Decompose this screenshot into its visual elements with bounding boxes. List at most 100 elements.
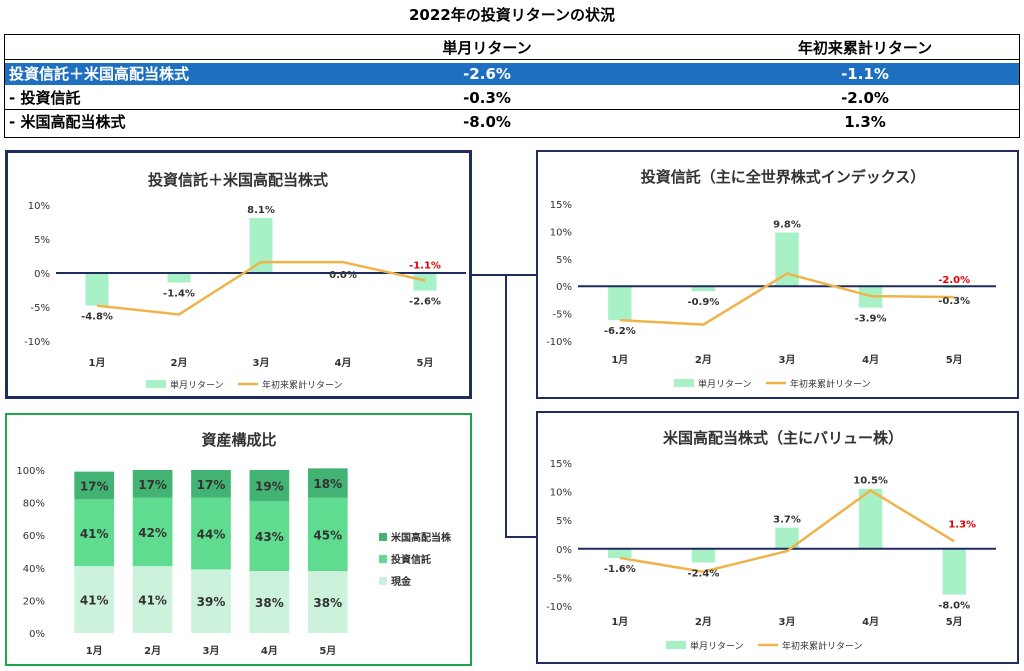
segment-label: 17% xyxy=(197,478,226,492)
y-tick-label: 0% xyxy=(29,629,45,640)
summary-row-stock: - 米国高配当株式 -8.0% 1.3% xyxy=(5,111,1019,133)
bar-monthly-return xyxy=(85,273,109,306)
bar-monthly-return xyxy=(775,232,799,287)
legend-bar-label: 単月リターン xyxy=(170,379,224,391)
x-tick-label: 4月 xyxy=(335,357,352,369)
chart-title: 投資信託（主に全世界株式インデックス） xyxy=(641,168,926,186)
x-tick-label: 2月 xyxy=(144,645,161,657)
connector-paths xyxy=(472,274,537,538)
y-tick-label: 100% xyxy=(16,466,45,477)
chart-allocation: 資産構成比 0% 20% 40% 60% 80% 100% 41% 41% 17% 1月 41% 42%… xyxy=(5,413,472,666)
row-monthly: -2.6% xyxy=(463,65,511,83)
chart-title: 投資信託＋米国高配当株式 xyxy=(148,171,328,189)
bar-data-label: -1.4% xyxy=(163,289,195,300)
x-tick-label: 2月 xyxy=(171,357,188,369)
segment-label: 38% xyxy=(255,596,284,610)
bar-data-label: -3.9% xyxy=(855,314,887,325)
x-tick-label: 3月 xyxy=(253,357,270,369)
x-tick-label: 5月 xyxy=(417,357,434,369)
legend-line-label: 年初来累計リターン xyxy=(782,640,863,652)
legend-line-label: 年初来累計リターン xyxy=(790,378,871,390)
y-tick-label: -5% xyxy=(31,303,50,314)
row-ytd: 1.3% xyxy=(844,113,886,131)
connector-to-stock xyxy=(505,275,537,538)
stacked-segment-1 xyxy=(74,499,115,567)
chart-total-svg: 投資信託＋米国高配当株式 -10% -5% 0% 5% 10% -4.8% -1.4% 8.1%… xyxy=(24,171,466,391)
y-tick-label: -5% xyxy=(553,573,572,584)
y-tick-label: 10% xyxy=(28,201,50,212)
row-ytd: -2.0% xyxy=(841,89,889,107)
legend-bar-swatch xyxy=(666,641,686,649)
row-label: 投資信託＋米国高配当株式 xyxy=(9,65,190,83)
y-tick-label: 20% xyxy=(23,596,45,607)
segment-label: 38% xyxy=(313,596,342,610)
bar-data-label: 3.7% xyxy=(773,515,801,526)
line-last-label: -1.1% xyxy=(409,260,441,271)
stacked-segment-0 xyxy=(307,571,348,633)
row-monthly: -0.3% xyxy=(463,89,511,107)
x-tick-label: 5月 xyxy=(946,354,963,366)
x-tick-label: 1月 xyxy=(89,357,106,369)
x-tick-label: 2月 xyxy=(695,354,712,366)
y-tick-label: -10% xyxy=(546,602,572,613)
header-ytd: 年初来累計リターン xyxy=(797,39,933,57)
y-tick-label: -10% xyxy=(24,337,50,348)
y-tick-label: -10% xyxy=(546,337,572,348)
segment-label: 43% xyxy=(255,530,284,544)
x-tick-label: 1月 xyxy=(611,616,628,628)
row-label: - 米国高配当株式 xyxy=(9,113,126,131)
y-tick-label: 0% xyxy=(556,282,572,293)
line-last-label: -2.0% xyxy=(938,275,970,286)
y-tick-label: 5% xyxy=(34,235,50,246)
stacked-segment-1 xyxy=(249,500,290,572)
stacked-segment-1 xyxy=(191,497,231,570)
bar-data-label: -2.4% xyxy=(687,569,719,580)
y-tick-label: 80% xyxy=(23,499,45,510)
bar-monthly-return xyxy=(167,273,191,283)
segment-label: 41% xyxy=(80,594,109,608)
legend-label: 現金 xyxy=(391,575,412,588)
summary-table: 単月リターン 年初来累計リターン 投資信託＋米国高配当株式 -2.6% -1.1… xyxy=(4,34,1020,138)
row-ytd: -1.1% xyxy=(841,65,889,83)
segment-label: 39% xyxy=(197,595,226,609)
bar-monthly-return xyxy=(942,548,966,595)
stacked-segment-2 xyxy=(74,471,115,500)
segment-label: 42% xyxy=(138,526,167,540)
bar-data-label: 10.5% xyxy=(853,476,888,487)
stacked-segment-1 xyxy=(307,497,348,572)
chart-fund: 投資信託（主に全世界株式インデックス） -10% -5% 0% 5% 10% 15% -6.2… xyxy=(536,150,1019,399)
bar-monthly-return xyxy=(775,527,799,549)
x-tick-label: 1月 xyxy=(611,354,628,366)
y-tick-label: 10% xyxy=(550,488,572,499)
legend-line-label: 年初来累計リターン xyxy=(262,379,343,391)
x-tick-label: 3月 xyxy=(779,354,796,366)
segment-label: 19% xyxy=(255,479,284,493)
x-tick-label: 4月 xyxy=(261,645,278,657)
y-tick-label: 0% xyxy=(34,269,50,280)
chart-fund-svg: 投資信託（主に全世界株式インデックス） -10% -5% 0% 5% 10% 15% -6.2… xyxy=(546,168,996,390)
bar-monthly-return xyxy=(413,273,437,291)
legend-bar-swatch xyxy=(674,379,694,387)
stacked-segment-2 xyxy=(307,468,348,498)
bar-data-label: -0.9% xyxy=(687,297,719,308)
legend-label: 米国高配当株 xyxy=(391,531,452,544)
segment-label: 17% xyxy=(80,479,109,493)
y-tick-label: 60% xyxy=(23,531,45,542)
y-tick-label: -5% xyxy=(553,310,572,321)
stacked-segment-2 xyxy=(249,470,290,501)
x-tick-label: 4月 xyxy=(862,354,879,366)
header-monthly: 単月リターン xyxy=(442,39,532,57)
x-tick-label: 2月 xyxy=(695,616,712,628)
y-tick-label: 10% xyxy=(550,227,572,238)
y-tick-label: 15% xyxy=(550,459,572,470)
stacked-segment-1 xyxy=(132,497,173,567)
bar-monthly-return xyxy=(608,548,632,558)
x-tick-label: 5月 xyxy=(319,645,336,657)
chart-allocation-svg: 資産構成比 0% 20% 40% 60% 80% 100% 41% 41% 17% 1月 41% 42%… xyxy=(16,431,452,657)
legend-bar-label: 単月リターン xyxy=(698,378,752,390)
line-last-label: 1.3% xyxy=(948,519,976,530)
bar-monthly-return xyxy=(691,548,716,563)
bar-data-label: -0.3% xyxy=(938,296,970,307)
legend-bar-swatch xyxy=(146,380,166,388)
x-tick-label: 5月 xyxy=(946,616,963,628)
